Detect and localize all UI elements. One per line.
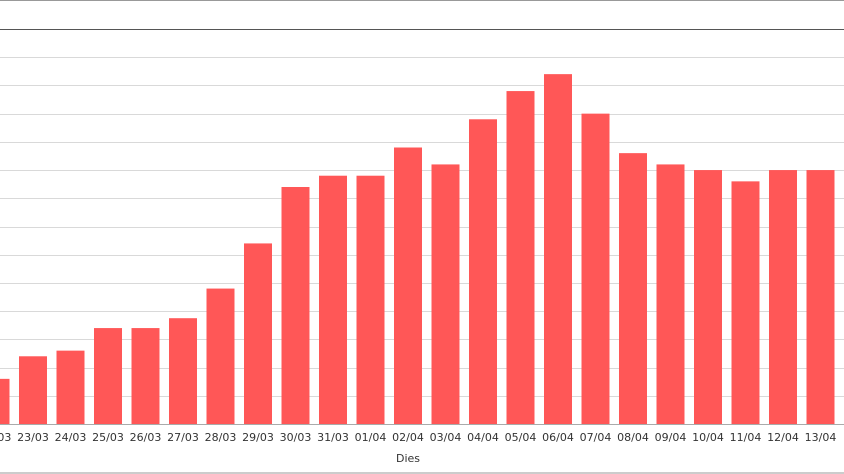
x-tick-label: 07/04 <box>580 431 612 444</box>
bar <box>469 119 497 425</box>
x-tick-label: 04/04 <box>467 431 499 444</box>
x-tick-label: 30/03 <box>280 431 312 444</box>
bar <box>806 170 835 424</box>
x-tick-label: 13/04 <box>805 431 837 444</box>
x-tick-label: 11/04 <box>730 431 762 444</box>
bar <box>56 350 85 424</box>
x-tick-label: 29/03 <box>242 431 274 444</box>
bar <box>356 175 385 424</box>
x-tick-label: 12/04 <box>767 431 799 444</box>
x-tick-label: 27/03 <box>167 431 199 444</box>
x-tick-label: 24/03 <box>55 431 87 444</box>
x-tick-label: 02/04 <box>392 431 424 444</box>
bar <box>0 378 10 424</box>
bars <box>0 74 835 425</box>
x-tick-label: 03/04 <box>430 431 462 444</box>
bar <box>94 328 122 424</box>
bar <box>581 113 610 425</box>
x-tick-label: 22/03 <box>0 431 11 444</box>
x-tick-label: 09/04 <box>655 431 687 444</box>
bar <box>656 164 685 424</box>
bar <box>319 175 347 424</box>
bar <box>131 328 160 424</box>
bar <box>169 318 197 424</box>
bar <box>731 181 760 424</box>
bar <box>769 170 797 424</box>
bar <box>544 74 572 425</box>
x-tick-label: 10/04 <box>692 431 724 444</box>
bar <box>394 147 422 424</box>
x-tick-label: 05/04 <box>505 431 537 444</box>
x-tick-label: 28/03 <box>205 431 237 444</box>
x-tick-label: 01/04 <box>355 431 387 444</box>
bar <box>619 153 647 424</box>
x-tick-label: 08/04 <box>617 431 649 444</box>
bar <box>694 170 722 424</box>
bar <box>19 356 47 424</box>
bar <box>506 91 535 425</box>
x-tick-label: 26/03 <box>130 431 162 444</box>
bar <box>244 243 272 424</box>
x-tick-label: 06/04 <box>542 431 574 444</box>
x-tick-label: 25/03 <box>92 431 124 444</box>
bar <box>206 288 235 424</box>
x-axis-title: Dies <box>396 452 420 465</box>
bar <box>281 187 310 424</box>
bar <box>431 164 460 424</box>
x-tick-label: 23/03 <box>17 431 49 444</box>
x-tick-label: 31/03 <box>317 431 349 444</box>
